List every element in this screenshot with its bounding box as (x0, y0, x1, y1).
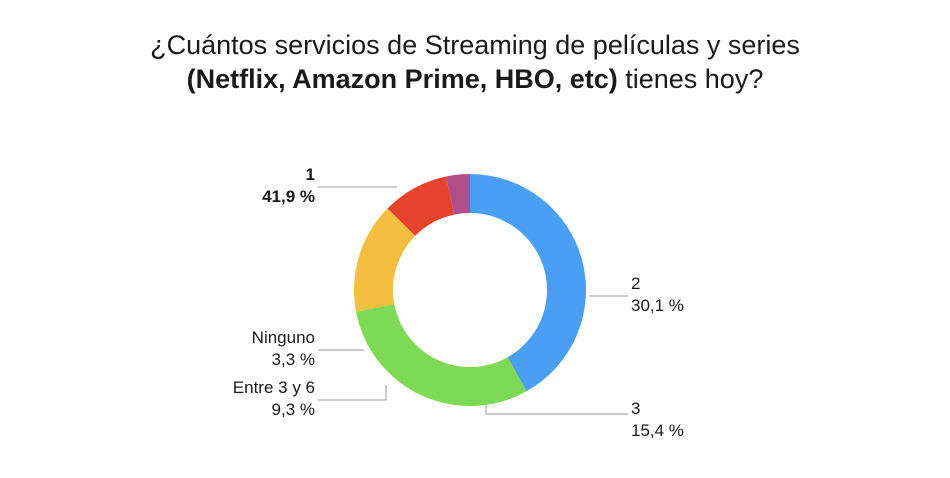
slice-3 (354, 208, 416, 312)
slice-label-3: 3 (631, 399, 640, 418)
slice-value-ninguno: 3,3 % (272, 350, 315, 369)
leader-line-3 (485, 405, 628, 415)
title-line-2-bold: (Netflix, Amazon Prime, HBO, etc) (186, 64, 618, 94)
slice-entre-3-y-6 (387, 176, 455, 236)
title-line-2: (Netflix, Amazon Prime, HBO, etc) tienes… (0, 62, 950, 96)
slice-ninguno (446, 174, 470, 215)
title-line-1: ¿Cuántos servicios de Streaming de pelíc… (150, 30, 800, 60)
chart-title: ¿Cuántos servicios de Streaming de pelíc… (0, 28, 950, 96)
slice-value-2: 30,1 % (631, 296, 684, 315)
slice-label-ninguno: Ninguno (252, 328, 315, 347)
slice-value-1: 41,9 % (262, 187, 315, 206)
slice-label-1: 1 (306, 165, 315, 184)
slice-value-3: 15,4 % (631, 421, 684, 440)
slice-label-entre-3-y-6: Entre 3 y 6 (233, 378, 315, 397)
slice-value-entre-3-y-6: 9,3 % (272, 400, 315, 419)
slice-2 (356, 304, 527, 406)
slice-label-2: 2 (631, 274, 640, 293)
title-line-2-rest: tienes hoy? (617, 64, 764, 94)
leader-line-entre-3-y-6 (318, 385, 387, 401)
slice-1 (470, 174, 586, 392)
